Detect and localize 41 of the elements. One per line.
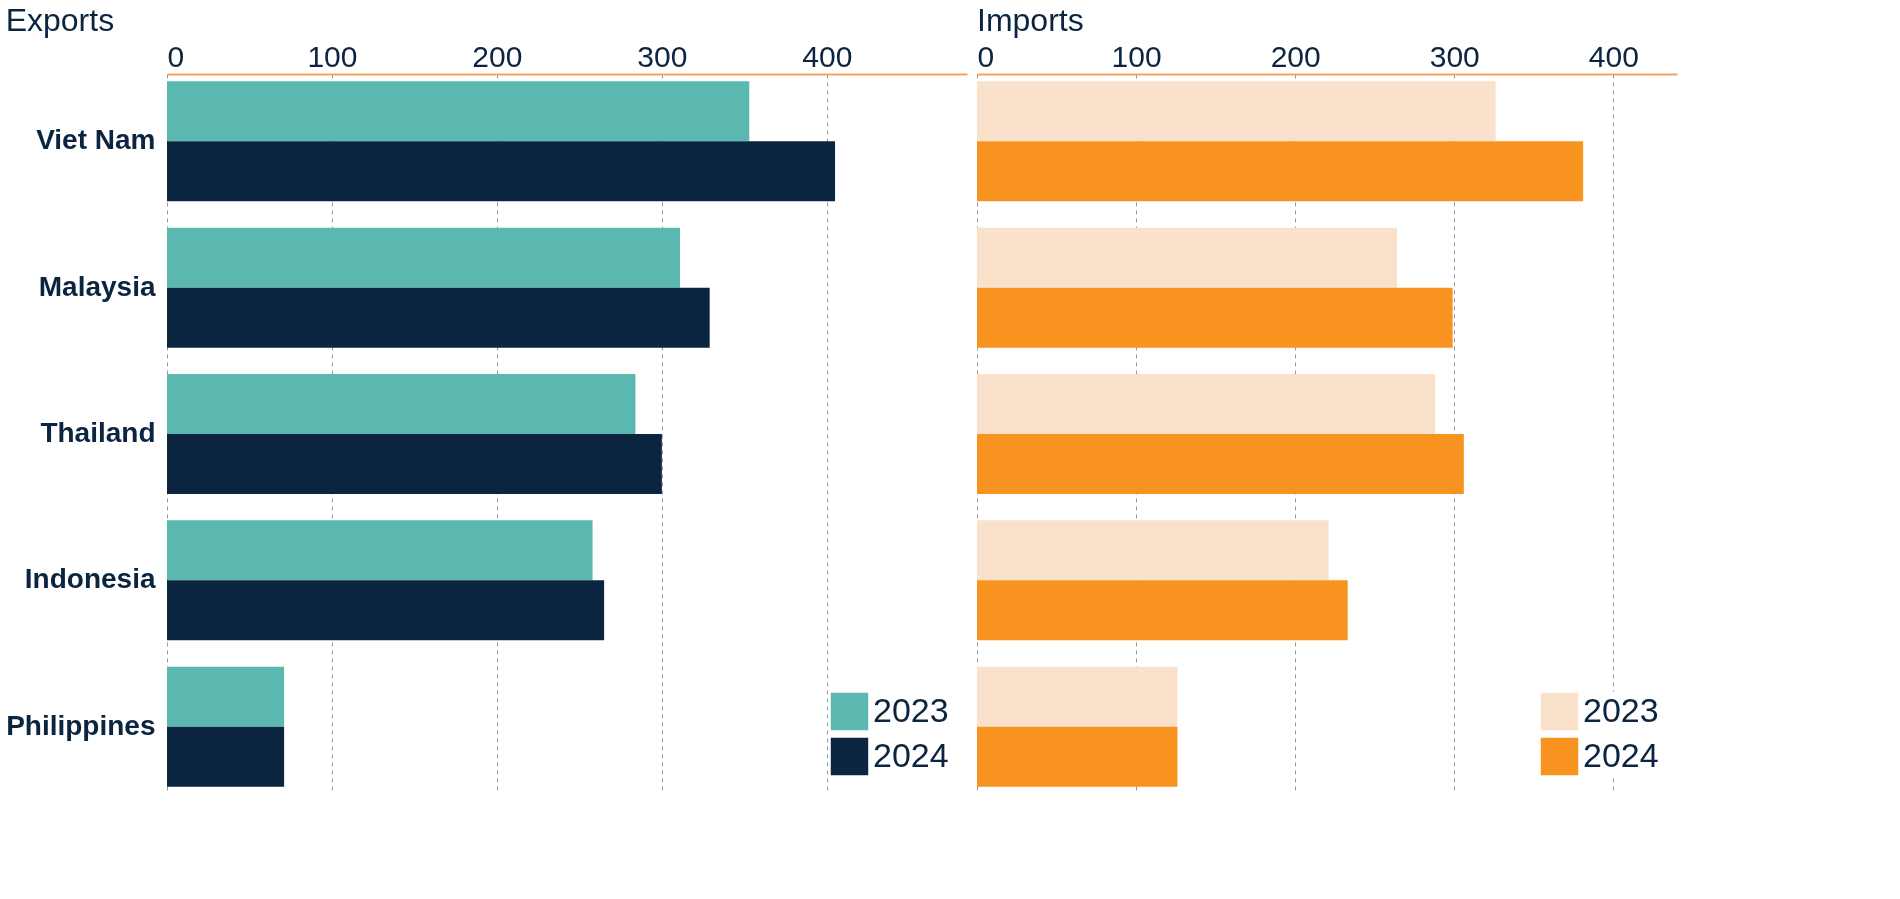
bar — [977, 81, 1496, 142]
bar — [167, 580, 605, 641]
bar — [167, 666, 285, 727]
x-tick-label: 300 — [1429, 39, 1480, 73]
chart-title: Imports — [977, 2, 1084, 38]
bar — [167, 81, 750, 142]
bar — [977, 287, 1453, 348]
bar — [167, 227, 680, 288]
y-tick-label: Indonesia — [24, 563, 156, 595]
x-tick-label: 100 — [1111, 39, 1162, 73]
y-tick-label: Malaysia — [38, 270, 156, 302]
x-tick-label: 400 — [1588, 39, 1639, 73]
legend-label: 2024 — [873, 735, 949, 774]
y-tick-label: Viet Nam — [36, 124, 156, 156]
x-tick-label: 300 — [637, 39, 688, 73]
bar — [167, 434, 662, 494]
bar — [167, 520, 593, 581]
bar — [167, 726, 285, 787]
bar — [167, 141, 836, 202]
chart-title: Exports — [5, 2, 115, 38]
y-tick-label: Thailand — [40, 417, 156, 448]
bar — [977, 726, 1178, 787]
x-tick-label: 200 — [472, 39, 523, 73]
bar — [977, 580, 1348, 641]
legend-label: 2024 — [1583, 735, 1659, 774]
y-tick-label: Philippines — [6, 709, 156, 741]
bar — [167, 287, 710, 348]
legend-label: 2023 — [1583, 690, 1659, 729]
x-tick-label: 0 — [977, 39, 995, 73]
bar — [977, 666, 1178, 727]
bar — [977, 227, 1397, 288]
bar — [977, 141, 1584, 202]
bar — [167, 374, 636, 434]
x-tick-label: 0 — [167, 39, 185, 73]
bar — [977, 520, 1329, 581]
x-tick-label: 100 — [307, 39, 358, 73]
legend-label: 2023 — [873, 690, 949, 729]
x-tick-label: 200 — [1270, 39, 1321, 73]
bar — [977, 434, 1464, 494]
bar — [977, 374, 1436, 434]
x-tick-label: 400 — [802, 39, 853, 73]
